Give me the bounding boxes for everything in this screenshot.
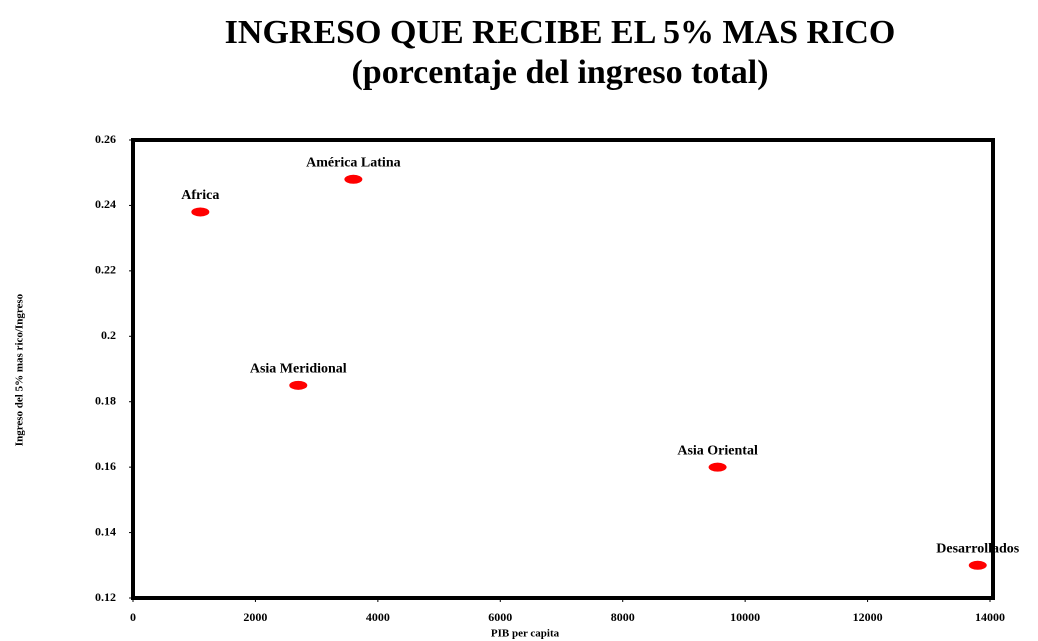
- point: [344, 174, 363, 184]
- y-tick-label: 0.26: [95, 132, 116, 146]
- plot-frame: [131, 138, 995, 600]
- x-tick-label: 10000: [730, 610, 760, 624]
- y-axis-label: Ingreso del 5% mas rico/Ingreso: [14, 293, 26, 446]
- x-tick-label: 0: [130, 610, 136, 624]
- point: [708, 462, 727, 472]
- x-axis-label: PIB per capita: [491, 628, 560, 640]
- y-tick-label: 0.14: [95, 524, 116, 538]
- y-tick-label: 0.16: [95, 459, 116, 473]
- y-tick-label: 0.22: [95, 263, 116, 277]
- x-tick-label: 12000: [853, 610, 883, 624]
- point-label: Africa: [181, 188, 219, 203]
- x-tick-label: 8000: [611, 610, 635, 624]
- point-label: Desarrollados: [936, 542, 1020, 557]
- x-tick-label: 2000: [243, 610, 267, 624]
- point: [289, 380, 308, 390]
- point: [191, 207, 210, 217]
- point: [968, 560, 987, 570]
- y-tick-label: 0.2: [101, 328, 116, 342]
- y-tick-label: 0.24: [95, 197, 116, 211]
- point-label: Asia Oriental: [677, 443, 758, 458]
- x-tick-label: 6000: [488, 610, 512, 624]
- y-tick-label: 0.12: [95, 590, 116, 604]
- point-label: América Latina: [306, 155, 400, 170]
- x-tick-label: 4000: [366, 610, 390, 624]
- chart-subtitle: (porcentaje del ingreso total): [351, 54, 768, 91]
- point-label: Asia Meridional: [250, 362, 347, 377]
- y-tick-label: 0.18: [95, 393, 116, 407]
- chart-title: INGRESO QUE RECIBE EL 5% MAS RICO: [225, 14, 896, 51]
- x-tick-label: 14000: [975, 610, 1005, 624]
